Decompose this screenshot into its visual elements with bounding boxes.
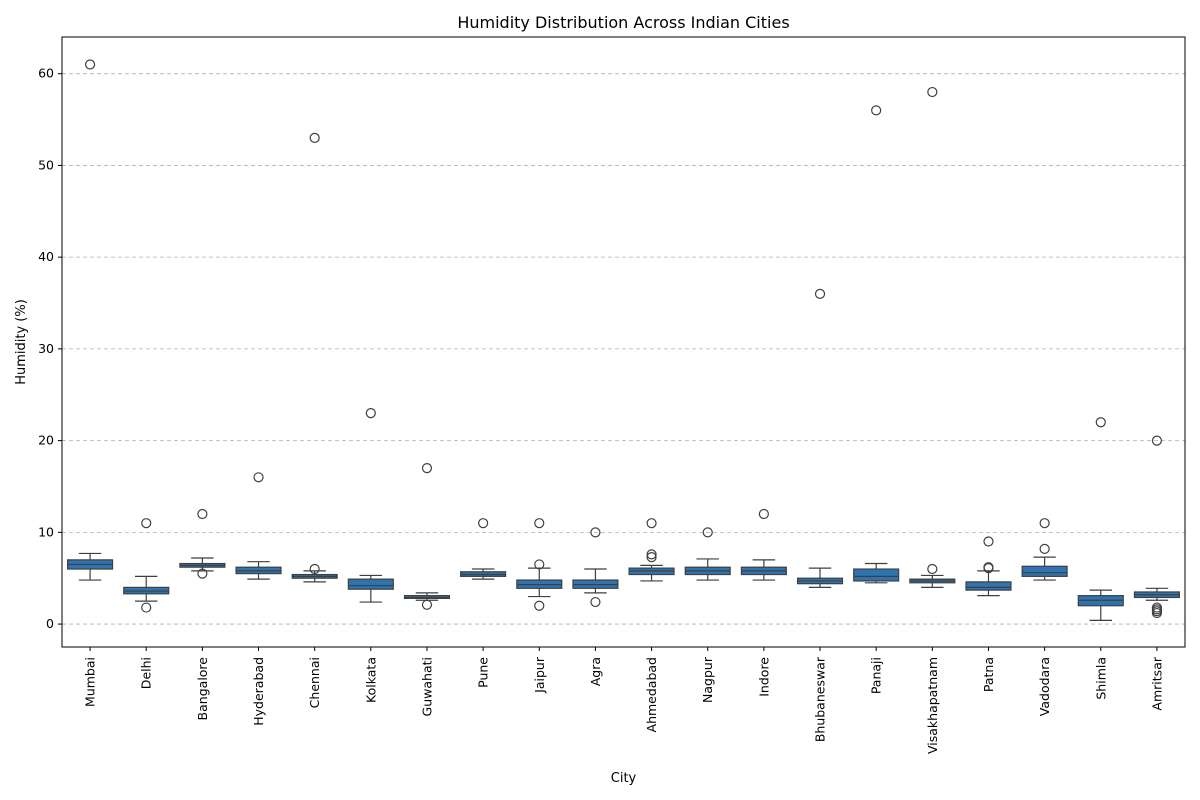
x-tick-label-kolkata: Kolkata xyxy=(363,657,378,703)
x-tick-label-indore: Indore xyxy=(756,657,771,697)
x-tick-label-delhi: Delhi xyxy=(139,657,154,689)
gridlines xyxy=(62,73,1185,625)
box-panaji xyxy=(853,105,900,584)
x-tick-label-vadodara: Vadodara xyxy=(1037,657,1052,716)
outlier-point xyxy=(590,527,601,538)
y-axis-label: Humidity (%) xyxy=(14,299,29,385)
outlier-point xyxy=(141,518,152,529)
outlier-point xyxy=(309,563,320,575)
outlier-point xyxy=(309,132,320,144)
box-visakhapatnam xyxy=(909,86,956,588)
outlier-point xyxy=(590,596,601,608)
box-nagpur xyxy=(684,527,731,581)
x-tick-label-agra: Agra xyxy=(588,657,603,686)
y-tick-label-60: 60 xyxy=(38,66,54,81)
x-tick-label-jaipur: Jaipur xyxy=(532,656,547,694)
x-axis-label: City xyxy=(611,771,637,786)
outlier-point xyxy=(983,563,994,574)
outlier-point xyxy=(478,518,489,529)
x-tick-label-guwahati: Guwahati xyxy=(419,657,434,716)
box-patna xyxy=(965,536,1012,597)
x-tick-label-chennai: Chennai xyxy=(307,657,322,708)
iqr-box xyxy=(853,568,900,582)
iqr-box xyxy=(965,581,1012,591)
y-tick-label-30: 30 xyxy=(38,341,54,356)
y-tick-label-20: 20 xyxy=(38,433,54,448)
outlier-point xyxy=(1039,518,1050,529)
y-tick-label-0: 0 xyxy=(46,616,54,631)
outlier-point xyxy=(534,559,545,570)
x-tick-label-bhubaneswar: Bhubaneswar xyxy=(813,656,828,742)
box-vadodara xyxy=(1021,518,1068,581)
x-tick-label-visakhapatnam: Visakhapatnam xyxy=(925,657,940,754)
outlier-point xyxy=(927,86,938,98)
iqr-box xyxy=(1021,565,1068,577)
y-tick-label-40: 40 xyxy=(38,249,54,264)
box-kolkata xyxy=(347,407,394,603)
outlier-point xyxy=(702,527,713,538)
box-indore xyxy=(740,508,787,581)
outlier-point xyxy=(871,105,882,116)
y-tick-label-50: 50 xyxy=(38,157,54,172)
x-tick-label-pune: Pune xyxy=(476,657,491,688)
outlier-point xyxy=(1151,435,1163,446)
plot-frame xyxy=(61,36,1186,648)
plot-area xyxy=(67,59,1180,621)
outlier-point xyxy=(646,518,657,529)
x-tick-label-hyderabad: Hyderabad xyxy=(251,657,266,726)
box-jaipur xyxy=(516,518,563,611)
outlier-point xyxy=(84,59,96,70)
x-tick-label-amritsar: Amritsar xyxy=(1149,656,1164,710)
box-hyderabad xyxy=(235,472,282,580)
x-tick-label-bangalore: Bangalore xyxy=(195,657,210,721)
outlier-point xyxy=(365,407,376,419)
outlier-point xyxy=(1095,417,1106,428)
outlier-point xyxy=(646,552,657,563)
outlier-point xyxy=(141,602,152,613)
chart-title: Humidity Distribution Across Indian Citi… xyxy=(457,13,789,32)
outlier-point xyxy=(983,536,994,547)
y-tick-label-10: 10 xyxy=(38,524,54,539)
box-amritsar xyxy=(1133,435,1180,619)
box-bhubaneswar xyxy=(796,288,844,588)
outlier-point xyxy=(534,600,545,611)
outlier-point xyxy=(197,508,208,520)
box-ahmedabad xyxy=(628,518,675,582)
outlier-point xyxy=(646,549,657,560)
x-tick-label-nagpur: Nagpur xyxy=(700,656,715,703)
outlier-point xyxy=(421,599,433,610)
x-axis: Mumbai Delhi Bangalore Hyderabad Chennai Kolk… xyxy=(83,647,1164,754)
y-axis: 0 10 20 30 40 50 60 xyxy=(38,66,62,631)
box-agra xyxy=(572,527,619,608)
outlier-point xyxy=(1039,543,1050,554)
x-tick-label-patna: Patna xyxy=(981,657,996,692)
x-tick-label-panaji: Panaji xyxy=(869,657,884,694)
box-pune xyxy=(460,518,507,580)
x-tick-label-shimla: Shimla xyxy=(1093,657,1108,700)
outlier-point xyxy=(534,518,545,529)
outlier-point xyxy=(1151,607,1163,619)
iqr-box xyxy=(347,578,394,590)
outlier-point xyxy=(814,288,826,299)
box-delhi xyxy=(123,518,170,613)
box-bangalore xyxy=(179,508,226,579)
outlier-point xyxy=(927,563,938,575)
box-mumbai xyxy=(67,59,114,581)
x-tick-label-ahmedabad: Ahmedabad xyxy=(644,657,659,732)
outlier-point xyxy=(253,472,264,483)
outlier-point xyxy=(197,568,208,579)
box-chennai xyxy=(291,132,338,583)
box-guwahati xyxy=(403,463,451,610)
outlier-point xyxy=(421,463,433,474)
x-tick-label-mumbai: Mumbai xyxy=(83,657,98,707)
outlier-point xyxy=(758,508,769,520)
box-shimla xyxy=(1077,417,1124,621)
